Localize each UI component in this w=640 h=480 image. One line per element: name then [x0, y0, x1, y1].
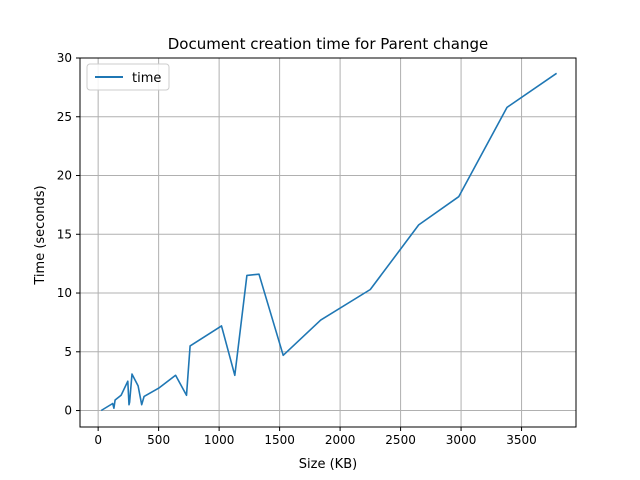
- x-tick-label: 500: [147, 433, 170, 447]
- x-tick-label: 3500: [506, 433, 537, 447]
- x-tick-label: 3000: [446, 433, 477, 447]
- series-line-time: [100, 72, 558, 412]
- x-tick-label: 0: [94, 433, 102, 447]
- legend-box: [86, 63, 170, 91]
- grid: [80, 57, 576, 427]
- y-axis-label: Time (seconds): [33, 185, 48, 285]
- y-axis-ticks: 0 5 10 15 20 25 30: [57, 51, 80, 418]
- y-tick-label: 0: [64, 404, 72, 418]
- y-tick-label: 15: [57, 227, 72, 241]
- y-tick-label: 20: [57, 169, 72, 183]
- x-tick-label: 2000: [325, 433, 356, 447]
- y-tick-label: 30: [57, 51, 72, 65]
- series-layer: [100, 72, 558, 412]
- x-tick-label: 1000: [204, 433, 235, 447]
- plot-frame: [79, 57, 577, 428]
- legend: time: [86, 63, 170, 91]
- x-tick-label: 2500: [385, 433, 416, 447]
- y-tick-label: 5: [64, 345, 72, 359]
- legend-label: time: [132, 71, 161, 86]
- y-tick-label: 25: [57, 110, 72, 124]
- y-tick-label: 10: [57, 286, 72, 300]
- x-tick-label: 1500: [264, 433, 295, 447]
- x-axis-label: Size (KB): [299, 457, 357, 472]
- x-axis-ticks: 0 500 1000 1500 2000 2500 3000 3500: [94, 427, 537, 447]
- chart-title: Document creation time for Parent change: [168, 35, 489, 53]
